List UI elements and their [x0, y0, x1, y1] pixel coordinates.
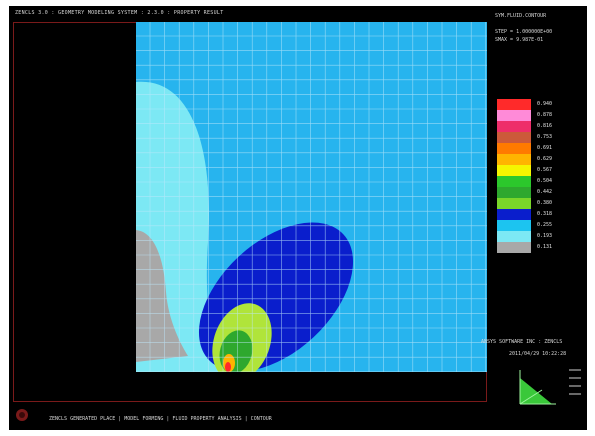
- result-info-line-2: SMAX = 9.987E-01: [495, 37, 544, 43]
- logo-icon: [16, 409, 28, 421]
- legend-row: 0.878: [497, 110, 581, 121]
- result-info-line-1: STEP = 1.000000E+00: [495, 29, 553, 35]
- legend-value: 0.940: [537, 101, 553, 107]
- legend-swatch: [497, 121, 531, 132]
- legend-value: 0.380: [537, 200, 553, 206]
- legend-swatch: [497, 143, 531, 154]
- legend-row: 0.255: [497, 220, 581, 231]
- contour-legend: 0.940 0.878 0.816 0.753 0.691 0.629 0.567 0.504…: [497, 99, 581, 253]
- legend-swatch: [497, 220, 531, 231]
- legend-swatch: [497, 154, 531, 165]
- contour-region-red: [225, 362, 231, 372]
- legend-swatch: [497, 176, 531, 187]
- legend-row: 0.504: [497, 176, 581, 187]
- legend-value: 0.504: [537, 178, 553, 184]
- contour-region-grey: [136, 230, 188, 362]
- legend-row: 0.629: [497, 154, 581, 165]
- status-bar: ZENCLS GENERATED PLACE | MODEL FORMING |…: [49, 416, 272, 422]
- legend-swatch: [497, 209, 531, 220]
- triad-shape: [520, 378, 552, 404]
- legend-row: 0.567: [497, 165, 581, 176]
- legend-value: 0.753: [537, 134, 553, 140]
- contour-plot[interactable]: [136, 22, 487, 372]
- legend-swatch: [497, 110, 531, 121]
- legend-value: 0.816: [537, 123, 553, 129]
- legend-swatch: [497, 242, 531, 253]
- legend-row: 0.816: [497, 121, 581, 132]
- legend-swatch: [497, 187, 531, 198]
- legend-swatch: [497, 99, 531, 110]
- legend-swatch: [497, 198, 531, 209]
- legend-row: 0.940: [497, 99, 581, 110]
- software-label: ANSYS SOFTWARE INC : ZENCLS: [481, 339, 563, 345]
- axis-triad-icon: [519, 370, 556, 405]
- legend-value: 0.193: [537, 233, 553, 239]
- legend-row: 0.753: [497, 132, 581, 143]
- date-label: 2011/04/29 10:22:28: [509, 351, 567, 357]
- mesh-grid: [136, 22, 487, 372]
- legend-value: 0.567: [537, 167, 553, 173]
- legend-swatch: [497, 231, 531, 242]
- window-title: ZENCLS 3.0 : GEOMETRY MODELING SYSTEM : …: [15, 10, 224, 16]
- legend-swatch: [497, 132, 531, 143]
- legend-value: 0.629: [537, 156, 553, 162]
- legend-row: 0.193: [497, 231, 581, 242]
- legend-value: 0.255: [537, 222, 553, 228]
- legend-value: 0.318: [537, 211, 553, 217]
- contour-canvas: [136, 22, 487, 372]
- legend-value: 0.442: [537, 189, 553, 195]
- scale-ticks-icon: [569, 369, 581, 395]
- legend-value: 0.878: [537, 112, 553, 118]
- graphics-window: ZENCLS 3.0 : GEOMETRY MODELING SYSTEM : …: [9, 6, 587, 430]
- legend-row: 0.380: [497, 198, 581, 209]
- legend-row: 0.442: [497, 187, 581, 198]
- legend-value: 0.131: [537, 244, 553, 250]
- legend-row: 0.691: [497, 143, 581, 154]
- legend-swatch: [497, 165, 531, 176]
- result-title: SYM.FLUID.CONTOUR: [495, 13, 547, 19]
- legend-row: 0.318: [497, 209, 581, 220]
- legend-value: 0.691: [537, 145, 553, 151]
- legend-row: 0.131: [497, 242, 581, 253]
